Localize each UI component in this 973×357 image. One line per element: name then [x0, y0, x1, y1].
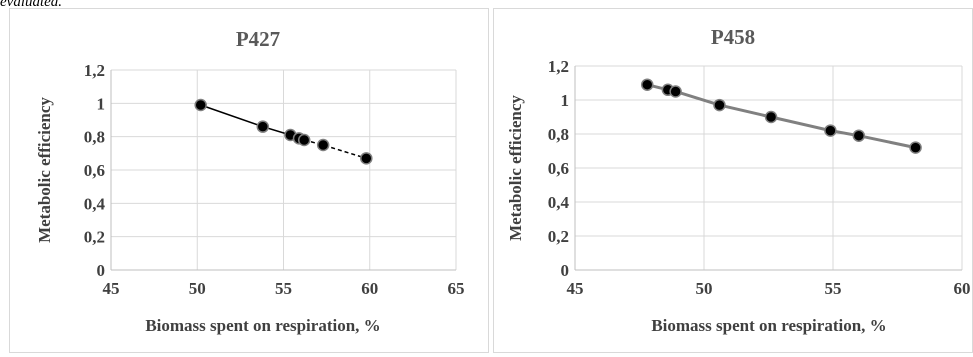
chart-1-y-tick-label: 1: [561, 91, 570, 110]
chart-1-data-point: [852, 129, 866, 142]
chart-0-x-tick-label: 50: [189, 279, 206, 298]
chart-1-data-point: [713, 98, 726, 112]
chart-1-data-point: [669, 85, 682, 98]
chart-1-y-tick-label: 0,6: [548, 159, 569, 178]
chart-0-y-tick-label: 0: [97, 261, 106, 280]
chart-0-y-tick-label: 0,2: [84, 228, 105, 247]
chart-0-x-tick-label: 55: [275, 279, 292, 298]
chart-0-x-axis-label: Biomass spent on respiration, %: [145, 316, 380, 335]
chart-1-series-line: [646, 83, 916, 150]
chart-panel-p458: 45 50 55 60 0 0,2 0,4 0,6 0,8 1 1,2 P458 Biomass spe…: [493, 8, 973, 353]
chart-1-data-point: [909, 141, 922, 154]
chart-0-data-point: [360, 152, 373, 165]
chart-1-data-point: [640, 78, 654, 91]
chart-1-x-axis-label: Biomass spent on respiration, %: [651, 316, 886, 335]
chart-0-data-point: [256, 120, 270, 133]
chart-0-y-axis-label: Metabolic efficiency: [35, 97, 54, 243]
chart-p458: 45 50 55 60 0 0,2 0,4 0,6 0,8 1 1,2 P458 Biomass spe…: [506, 25, 971, 335]
chart-0-y-tick-label: 0,6: [84, 161, 105, 180]
chart-0-x-tick-label: 65: [448, 279, 465, 298]
chart-1-x-tick-label: 60: [954, 279, 971, 298]
chart-0-y-tick-label: 0,8: [84, 128, 105, 147]
chart-1-y-tick-label: 1,2: [548, 57, 569, 76]
chart-0-data-point: [194, 98, 207, 112]
chart-0-y-tick-label: 1,2: [84, 61, 105, 80]
chart-1-title: P458: [711, 25, 755, 49]
chart-0-data-point: [316, 138, 330, 152]
chart-1-y-axis-label: Metabolic efficiency: [506, 95, 525, 241]
chart-1-y-tick-label: 0,4: [548, 193, 570, 212]
chart-1-x-tick-label: 55: [825, 279, 842, 298]
chart-0-data-point: [297, 133, 311, 147]
chart-1-y-tick-label: 0: [561, 261, 570, 280]
chart-1-data-point: [824, 124, 837, 137]
chart-1-y-tick-label: 0,2: [548, 227, 569, 246]
chart-1-x-tick-label: 50: [696, 279, 713, 298]
chart-1-y-tick-label: 0,8: [548, 125, 569, 144]
chart-0-x-tick-label: 45: [103, 279, 120, 298]
chart-0-series-line-dashed: [304, 139, 367, 160]
chart-p427: 45 50 55 60 65 0 0,2 0,4 0,6 0,8 1 1,2 P427 Biomass s…: [35, 27, 465, 335]
page-text-fragment: evaluated.: [0, 0, 63, 10]
chart-0-y-tick-label: 1: [97, 94, 106, 113]
chart-1-data-point: [764, 110, 778, 124]
chart-0-y-tick-label: 0,4: [84, 194, 106, 213]
chart-panel-p427: 45 50 55 60 65 0 0,2 0,4 0,6 0,8 1 1,2 P427 Biomass s…: [9, 8, 489, 353]
chart-0-x-tick-label: 60: [361, 279, 378, 298]
chart-0-title: P427: [236, 27, 280, 51]
chart-1-x-tick-label: 45: [567, 279, 584, 298]
